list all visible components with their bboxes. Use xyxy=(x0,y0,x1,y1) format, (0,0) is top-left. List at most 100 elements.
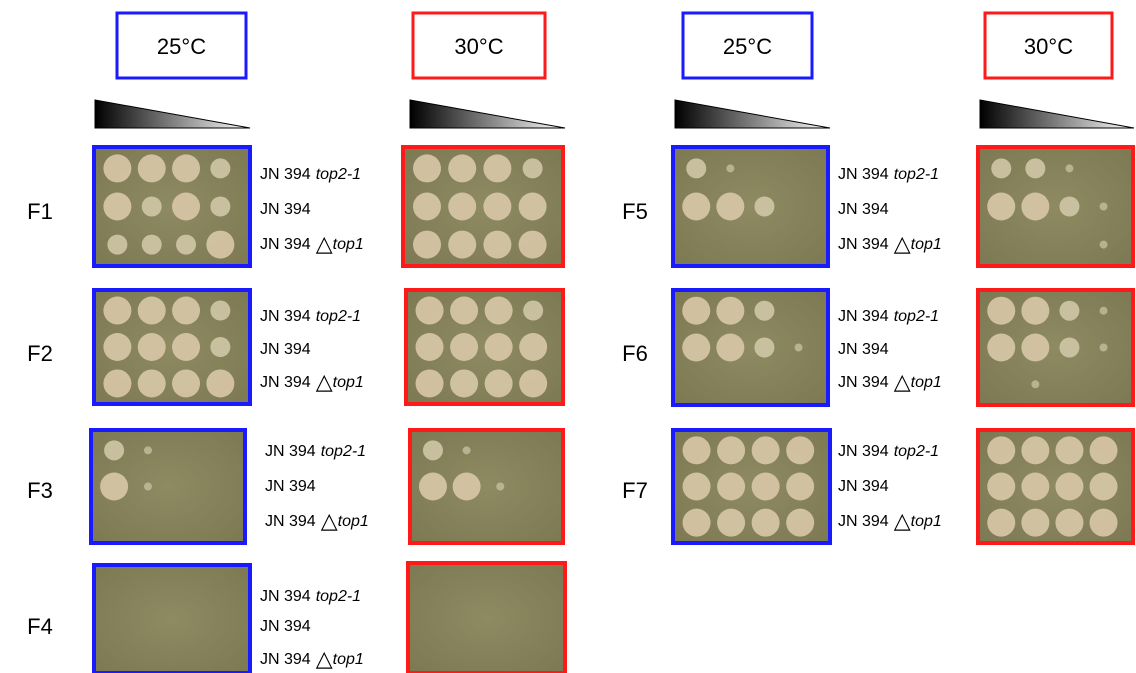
strain-label: JN 394△top1 xyxy=(838,369,942,394)
colony xyxy=(144,446,152,454)
colony xyxy=(1025,158,1045,178)
strain-label: JN 394 top2-1 xyxy=(260,588,361,605)
colony xyxy=(453,473,481,501)
colony xyxy=(1021,436,1049,464)
colony xyxy=(485,297,513,325)
colony xyxy=(987,297,1015,325)
colony xyxy=(1055,473,1083,501)
strain-name: JN 394 xyxy=(260,651,311,668)
colony xyxy=(519,333,547,361)
temperature-label: 25°C xyxy=(157,34,206,59)
colony xyxy=(752,473,780,501)
allele: top2-1 xyxy=(316,308,361,325)
plate xyxy=(408,563,565,673)
panel-label: F5 xyxy=(622,199,648,224)
strain-label: JN 394 top2-1 xyxy=(838,443,939,460)
colony xyxy=(172,154,200,182)
strain-name: JN 394 xyxy=(265,478,316,495)
colony xyxy=(413,154,441,182)
colony xyxy=(1021,473,1049,501)
colony xyxy=(1090,436,1118,464)
colony xyxy=(485,333,513,361)
colony xyxy=(419,473,447,501)
delta-symbol: △ xyxy=(894,231,911,256)
colony xyxy=(485,369,513,397)
colony xyxy=(103,193,131,221)
colony xyxy=(1021,334,1049,362)
allele: top2-1 xyxy=(894,308,939,325)
colony xyxy=(210,301,230,321)
colony xyxy=(176,235,196,255)
strain-label: JN 394△top1 xyxy=(838,231,942,256)
colony xyxy=(683,473,711,501)
colony xyxy=(682,297,710,325)
colony xyxy=(716,297,744,325)
colony xyxy=(413,193,441,221)
colony xyxy=(786,509,814,537)
panel-label: F2 xyxy=(27,341,53,366)
colony xyxy=(754,301,774,321)
colony xyxy=(1100,203,1108,211)
strain-label: JN 394 top2-1 xyxy=(260,308,361,325)
colony xyxy=(1100,344,1108,352)
temperature-label: 25°C xyxy=(723,34,772,59)
delta-symbol: △ xyxy=(894,508,911,533)
colony xyxy=(144,483,152,491)
panel-label: F6 xyxy=(622,341,648,366)
allele: top1 xyxy=(333,651,364,668)
delta-symbol: △ xyxy=(316,369,333,394)
strain-name: JN 394 xyxy=(838,513,889,530)
colony xyxy=(1100,307,1108,315)
colony xyxy=(754,197,774,217)
allele: top1 xyxy=(911,513,942,530)
colony xyxy=(103,369,131,397)
colony xyxy=(172,193,200,221)
colony xyxy=(519,193,547,221)
colony xyxy=(138,333,166,361)
colony xyxy=(138,297,166,325)
strain-name: JN 394 xyxy=(838,236,889,253)
panel-label: F7 xyxy=(622,478,648,503)
colony xyxy=(416,333,444,361)
colony xyxy=(991,158,1011,178)
allele: top1 xyxy=(338,513,369,530)
strain-name: JN 394 xyxy=(838,166,889,183)
colony xyxy=(683,509,711,537)
strain-label: JN 394 △top1 xyxy=(838,508,942,533)
colony xyxy=(413,231,441,259)
strain-name: JN 394 xyxy=(838,341,889,358)
strain-label: JN 394△top1 xyxy=(260,231,364,256)
allele: top2-1 xyxy=(316,166,361,183)
strain-name: JN 394 xyxy=(260,308,311,325)
colony xyxy=(210,337,230,357)
colony xyxy=(172,333,200,361)
strain-name: JN 394 xyxy=(260,588,311,605)
colony xyxy=(1090,473,1118,501)
strain-name: JN 394 xyxy=(260,236,311,253)
allele: top1 xyxy=(333,236,364,253)
allele: top2-1 xyxy=(316,588,361,605)
colony xyxy=(450,297,478,325)
delta-symbol: △ xyxy=(321,508,338,533)
colony xyxy=(717,509,745,537)
plate xyxy=(94,565,250,673)
colony xyxy=(1090,509,1118,537)
colony xyxy=(448,193,476,221)
allele: top1 xyxy=(333,374,364,391)
strain-label: JN 394△top1 xyxy=(260,646,364,671)
colony xyxy=(1021,193,1049,221)
allele: top2-1 xyxy=(894,443,939,460)
colony xyxy=(416,369,444,397)
figure: 25°C30°C25°C30°CF1JN 394top2-1JN 394JN 3… xyxy=(0,0,1136,673)
colony xyxy=(987,436,1015,464)
colony xyxy=(103,297,131,325)
allele: top2-1 xyxy=(321,443,366,460)
strain-name: JN 394 xyxy=(838,443,889,460)
colony xyxy=(1021,297,1049,325)
colony xyxy=(1059,301,1079,321)
colony xyxy=(795,344,803,352)
colony xyxy=(103,333,131,361)
